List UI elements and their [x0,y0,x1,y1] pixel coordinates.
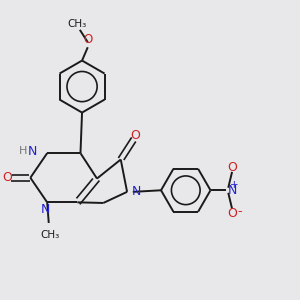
Text: N: N [27,145,37,158]
Text: +: + [230,180,239,190]
Text: CH₃: CH₃ [68,19,87,29]
Text: O: O [83,33,92,46]
Text: N: N [41,203,50,216]
Text: CH₃: CH₃ [41,230,60,240]
Text: H: H [19,146,27,156]
Text: O: O [227,161,237,174]
Text: O: O [130,129,140,142]
Text: N: N [228,184,237,197]
Text: N: N [131,185,141,198]
Text: -: - [237,205,242,218]
Text: O: O [2,171,12,184]
Text: O: O [227,207,237,220]
